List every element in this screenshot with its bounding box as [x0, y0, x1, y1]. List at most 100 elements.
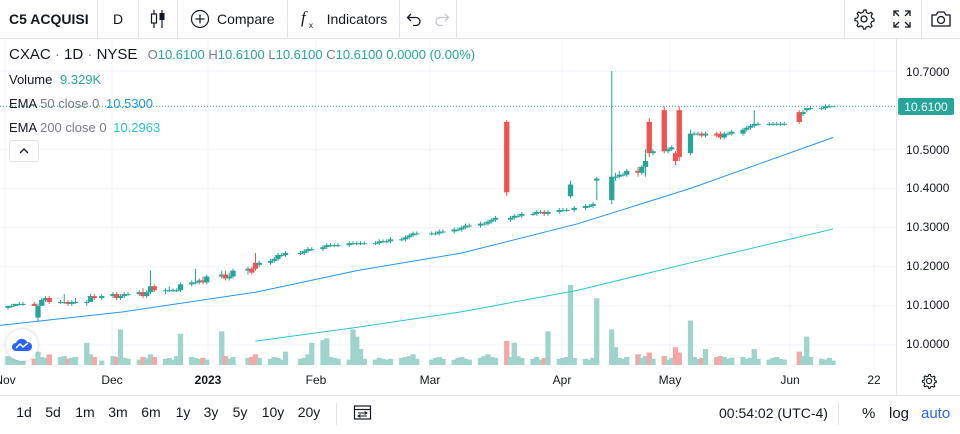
- bottom-toolbar: [0, 395, 960, 434]
- fullscreen-button[interactable]: [883, 0, 921, 38]
- range-button-5d[interactable]: 5d: [45, 404, 61, 420]
- range-button-10y[interactable]: 10y: [261, 404, 285, 420]
- range-button-20y[interactable]: 20y: [297, 404, 321, 420]
- chart-style-button[interactable]: [139, 0, 178, 38]
- compare-button[interactable]: Compare: [178, 0, 288, 38]
- fullscreen-icon: [893, 10, 911, 28]
- redo-button[interactable]: [428, 0, 458, 38]
- bottom-divider: [336, 403, 337, 425]
- candle-body: [639, 166, 645, 173]
- volume-legend[interactable]: Volume 9.329K: [9, 72, 101, 87]
- volume-bar: [140, 357, 146, 365]
- candle-body: [489, 219, 495, 222]
- ema200-legend[interactable]: EMA 200 close 0 10.2963: [9, 120, 160, 135]
- undo-button[interactable]: [400, 0, 428, 38]
- price-chart[interactable]: [0, 39, 960, 395]
- volume-bar: [624, 357, 630, 365]
- ohlc-low-label: L: [268, 47, 276, 62]
- candle-body: [594, 178, 600, 181]
- ema50-legend[interactable]: EMA 50 close 0 10.5300: [9, 96, 153, 111]
- settings-button[interactable]: [844, 0, 883, 38]
- time-axis-label: 2023: [194, 373, 222, 387]
- volume-bar: [462, 358, 469, 365]
- interval-button[interactable]: D: [98, 0, 139, 38]
- candle-body: [20, 303, 26, 305]
- candle-body: [571, 208, 577, 210]
- volume-bar: [72, 357, 79, 365]
- candle-body: [661, 110, 667, 152]
- candle-body: [117, 296, 124, 299]
- candle-body: [91, 296, 97, 299]
- volume-bar: [714, 357, 720, 365]
- log-toggle[interactable]: log: [889, 405, 910, 422]
- volume-bar: [477, 357, 484, 365]
- candle-body: [331, 245, 337, 247]
- symbol-search-button[interactable]: C5 ACQUISI: [0, 0, 98, 38]
- volume-bar: [12, 358, 19, 365]
- volume-bar: [65, 358, 71, 365]
- volume-bar: [170, 359, 176, 365]
- percent-toggle[interactable]: %: [862, 405, 876, 422]
- volume-bar: [42, 357, 49, 365]
- candle-body: [635, 170, 641, 173]
- volume-bar: [361, 358, 367, 365]
- candle-body: [162, 290, 169, 292]
- volume-bar: [744, 358, 750, 365]
- candle-body: [275, 254, 281, 259]
- screenshot-button[interactable]: [921, 0, 960, 38]
- candle-body: [507, 217, 514, 220]
- volume-bar: [545, 331, 551, 365]
- candle-body: [297, 253, 304, 255]
- ema200-value: 10.2963: [113, 120, 161, 135]
- volume-bar: [402, 357, 409, 365]
- candle-body: [324, 245, 330, 248]
- volume-bar: [582, 358, 589, 365]
- volume-bar: [451, 359, 457, 365]
- volume-bar: [406, 356, 412, 365]
- candle-body: [61, 301, 67, 303]
- volume-bar: [39, 357, 45, 365]
- range-button-1d[interactable]: 1d: [16, 404, 32, 420]
- candle-body: [320, 247, 326, 250]
- volume-bar: [571, 357, 577, 365]
- volume-bar: [387, 358, 394, 365]
- candle-body: [196, 280, 202, 283]
- volume-bar: [676, 352, 682, 365]
- candle-body: [249, 268, 255, 273]
- legend-collapse-button[interactable]: [9, 140, 39, 162]
- candle-body: [346, 243, 352, 246]
- go-to-date-button[interactable]: [353, 404, 373, 422]
- volume-bar: [282, 351, 289, 365]
- svg-text:f: f: [301, 8, 308, 27]
- volume-bar: [541, 357, 547, 365]
- candle-body: [586, 206, 592, 208]
- volume-bar: [230, 357, 236, 365]
- plus-circle-icon: [190, 9, 210, 29]
- volume-bar: [466, 359, 472, 365]
- candle-body: [624, 170, 630, 175]
- range-button-3y[interactable]: 3y: [203, 404, 219, 420]
- range-button-5y[interactable]: 5y: [232, 404, 248, 420]
- tradingview-logo[interactable]: [6, 329, 38, 361]
- range-button-1m[interactable]: 1m: [75, 404, 95, 420]
- candle-body: [121, 294, 127, 297]
- candle-body: [747, 125, 754, 128]
- candle-body: [271, 258, 277, 261]
- volume-bar: [740, 357, 746, 365]
- volume-bar: [635, 354, 641, 365]
- auto-toggle[interactable]: auto: [921, 405, 951, 422]
- candle-body: [672, 153, 679, 162]
- candle-body: [459, 227, 465, 230]
- candle-body: [650, 151, 656, 154]
- volume-bar: [804, 336, 810, 365]
- timezone-clock[interactable]: 00:54:02 (UTC-4): [719, 405, 828, 421]
- candle-body: [556, 209, 562, 212]
- range-button-6m[interactable]: 6m: [141, 404, 161, 420]
- volume-bar: [747, 357, 754, 365]
- volume-bar: [252, 354, 259, 365]
- range-button-3m[interactable]: 3m: [108, 404, 128, 420]
- axis-settings-button[interactable]: [919, 371, 939, 391]
- range-button-1y[interactable]: 1y: [175, 404, 191, 420]
- volume-bar: [519, 357, 525, 365]
